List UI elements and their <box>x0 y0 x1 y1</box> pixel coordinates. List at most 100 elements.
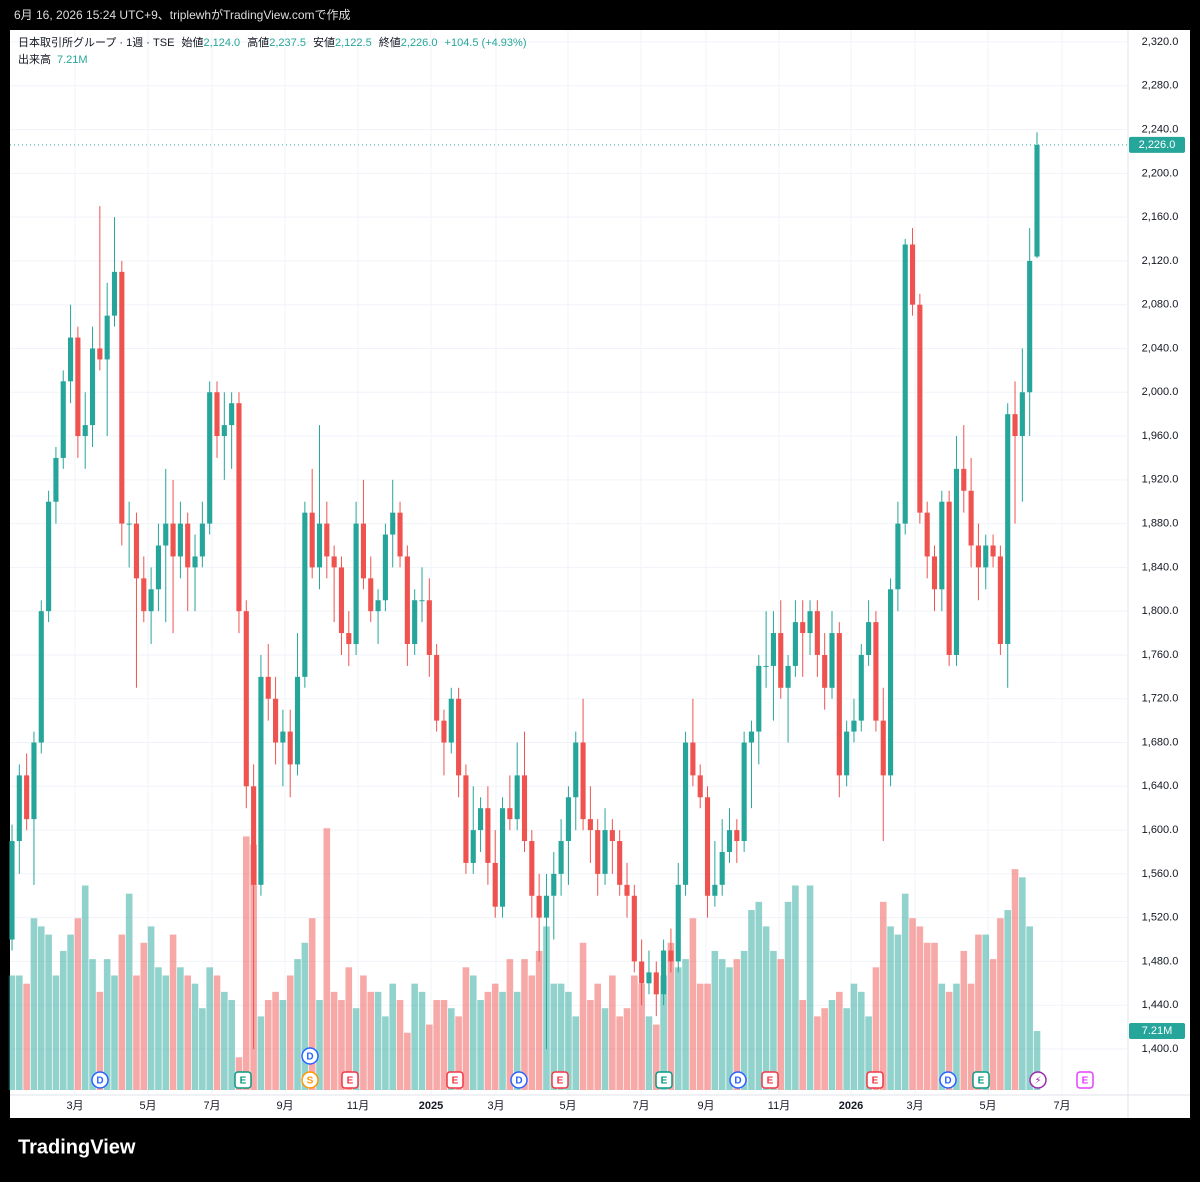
y-tick-label: 1,800.0 <box>1142 605 1179 617</box>
volume-bar <box>865 1016 872 1090</box>
candle-body <box>507 808 513 820</box>
candle-body <box>199 523 205 557</box>
volume-bar <box>396 1000 404 1090</box>
volume-bar <box>799 1000 807 1090</box>
volume-bar <box>242 836 250 1090</box>
volume-bar <box>74 918 82 1090</box>
event-label: E <box>661 1076 668 1087</box>
volume-bar <box>887 926 894 1090</box>
volume-bar <box>426 1024 433 1090</box>
volume-bar <box>704 983 711 1090</box>
candle-body <box>346 633 352 645</box>
volume-bar <box>125 893 133 1090</box>
candle-body <box>529 841 535 896</box>
candle-body <box>646 972 652 984</box>
event-badge <box>301 1071 319 1089</box>
candle-body <box>617 841 623 885</box>
volume-bar <box>513 991 521 1090</box>
event-badge <box>341 1071 359 1089</box>
candle-body <box>1019 392 1025 437</box>
x-tick-label: 2025 <box>419 1100 443 1112</box>
volume-bar <box>872 967 880 1090</box>
y-tick-label: 1,720.0 <box>1142 693 1179 705</box>
volume-bar <box>462 967 470 1090</box>
candle-body <box>653 972 659 995</box>
event-label: E <box>872 1076 879 1087</box>
candle-body <box>712 884 718 896</box>
volume-bar <box>748 910 755 1090</box>
candle-body <box>470 830 476 863</box>
candle-body <box>236 403 242 612</box>
volume-tag-label: 7.21M <box>1142 1025 1173 1037</box>
value: 2,226.0 <box>401 37 438 49</box>
volume-bar <box>857 991 865 1090</box>
event-badge <box>551 1071 569 1089</box>
volume-bar <box>81 885 89 1090</box>
candle-body <box>624 884 630 896</box>
volume-bar <box>696 983 704 1090</box>
x-tick-label: 9月 <box>697 1100 714 1112</box>
volume-bar <box>572 1016 580 1090</box>
event-badge <box>939 1071 957 1089</box>
volume-bar <box>521 959 528 1090</box>
volume-bar <box>169 934 177 1090</box>
volume-bar <box>264 1000 272 1090</box>
y-tick-label: 1,760.0 <box>1142 649 1179 661</box>
volume-bar <box>162 975 170 1090</box>
candle-body <box>836 633 842 776</box>
symbol: 日本取引所グループ · 1週 · TSE <box>18 35 174 49</box>
volume-bar <box>279 1000 287 1090</box>
candle-body <box>75 337 81 437</box>
volume-bar <box>1004 910 1012 1090</box>
x-tick-label: 7月 <box>632 1100 649 1112</box>
legend: 日本取引所グループ · 1週 · TSE 始値2,124.0 高値2,237.5… <box>18 35 526 49</box>
volume-bar <box>528 975 536 1090</box>
x-tick-label: 5月 <box>559 1100 576 1112</box>
y-tick-label: 1,520.0 <box>1142 912 1179 924</box>
candle-body <box>902 244 908 524</box>
event-label: E <box>767 1076 774 1087</box>
candle-body <box>441 720 447 743</box>
volume-bar <box>652 1024 660 1090</box>
candle-body <box>661 950 667 995</box>
volume-bar <box>360 975 367 1090</box>
event-label: E <box>1082 1076 1089 1087</box>
event-label: E <box>452 1076 459 1087</box>
candle-body <box>565 797 571 842</box>
x-tick-label: 7月 <box>203 1100 220 1112</box>
volume-bar <box>272 991 279 1090</box>
volume-bar <box>16 975 23 1090</box>
event-badge <box>1076 1071 1094 1089</box>
candle-body <box>888 589 894 776</box>
volume-bar <box>323 828 331 1090</box>
event-label: D <box>306 1052 313 1063</box>
volume-bar <box>118 934 126 1090</box>
volume-bar <box>557 983 565 1090</box>
y-tick-label: 1,440.0 <box>1142 999 1179 1011</box>
y-tick-label: 2,320.0 <box>1142 36 1179 48</box>
candle-body <box>382 534 388 601</box>
volume-bar <box>916 926 924 1090</box>
candle-body <box>800 622 806 634</box>
candle-body <box>997 556 1003 645</box>
volume-bar <box>140 942 148 1090</box>
candle-body <box>97 348 103 360</box>
candle-body <box>785 665 791 688</box>
event-badge <box>729 1071 747 1089</box>
candle-body <box>412 600 418 645</box>
candle-body <box>338 567 345 634</box>
y-tick-label: 1,960.0 <box>1142 430 1179 442</box>
candle-body <box>163 523 169 546</box>
value: 2,124.0 <box>203 37 240 49</box>
volume-bar <box>177 967 184 1090</box>
candle-body <box>704 797 711 896</box>
y-tick-label: 2,120.0 <box>1142 255 1179 267</box>
candle-body <box>360 523 366 579</box>
candle-body <box>822 654 828 688</box>
volume-bar <box>89 959 96 1090</box>
volume-bar <box>762 926 770 1090</box>
candle-body <box>302 512 308 677</box>
candle-body <box>931 556 938 590</box>
volume-bar <box>330 991 338 1090</box>
volume-bar <box>631 975 638 1090</box>
